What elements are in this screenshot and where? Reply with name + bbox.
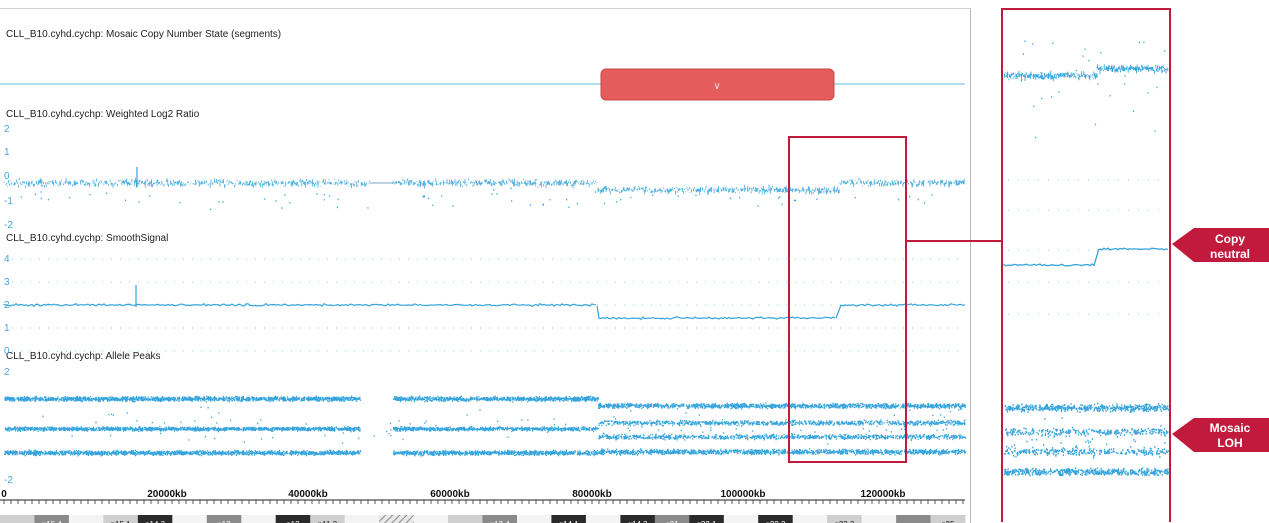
log2-y-axis: 2 1 0 -1 -2: [4, 124, 13, 231]
segment-chevron-icon: ∨: [713, 81, 720, 92]
x-tick-label: 80000kb: [572, 489, 611, 500]
mosaic-loh-label-line1: Mosaic: [1210, 421, 1251, 435]
mosaic-loh-arrow: [1172, 418, 1269, 452]
log2-ratio-signal: [3, 167, 965, 211]
x-axis-labels: 0 20000kb 40000kb 60000kb 80000kb 100000…: [1, 489, 905, 500]
x-axis-ticks: [3, 500, 964, 504]
log2-tick-1: 1: [4, 147, 10, 158]
genome-tracks-canvas[interactable]: CLL_B10.cyhd.cychp: Mosaic Copy Number S…: [0, 9, 970, 523]
mosaic-loh-label-line2: LOH: [1217, 436, 1242, 450]
copy-neutral-callout: Copy neutral: [1172, 228, 1269, 262]
allele-y-axis: 2 -2: [4, 367, 13, 486]
zoom-inset-panel: [1001, 8, 1171, 522]
x-tick-label: 100000kb: [720, 489, 765, 500]
log2-tick-0: 0: [4, 171, 10, 182]
smoothsignal-track-title: CLL_B10.cyhd.cychp: SmoothSignal: [6, 233, 168, 244]
copy-neutral-label-line1: Copy: [1215, 232, 1245, 246]
copy-neutral-arrow: [1172, 228, 1269, 262]
allele-tick-neg2: -2: [4, 475, 13, 486]
smooth-tick-3: 3: [4, 277, 10, 288]
copy-neutral-label-line2: neutral: [1210, 247, 1250, 261]
allele-peaks-signal: [4, 395, 967, 457]
highlight-region-box: [788, 136, 907, 463]
allele-peaks-track-title: CLL_B10.cyhd.cychp: Allele Peaks: [6, 351, 161, 362]
mosaic-loh-callout: Mosaic LOH: [1172, 418, 1269, 452]
log2-tick-neg2: -2: [4, 220, 13, 231]
x-tick-label: 120000kb: [860, 489, 905, 500]
log2-tick-2: 2: [4, 124, 10, 135]
mosaic-segment-bar[interactable]: [600, 68, 835, 101]
log2-track-title: CLL_B10.cyhd.cychp: Weighted Log2 Ratio: [6, 109, 200, 120]
x-tick-label: 60000kb: [430, 489, 469, 500]
smooth-tick-0: 0: [4, 346, 10, 357]
log2-tick-neg1: -1: [4, 196, 13, 207]
x-tick-label: 40000kb: [288, 489, 327, 500]
smooth-signal-trace: [3, 285, 966, 321]
zoom-inset-signals: [1003, 40, 1170, 477]
allele-tick-2: 2: [4, 367, 10, 378]
x-tick-label: 0: [1, 489, 7, 500]
smooth-tick-1: 1: [4, 323, 10, 334]
smooth-tick-4: 4: [4, 254, 10, 265]
segments-track-title: CLL_B10.cyhd.cychp: Mosaic Copy Number S…: [6, 29, 281, 40]
genome-browser-panel[interactable]: CLL_B10.cyhd.cychp: Mosaic Copy Number S…: [0, 8, 971, 523]
x-tick-label: 20000kb: [147, 489, 186, 500]
